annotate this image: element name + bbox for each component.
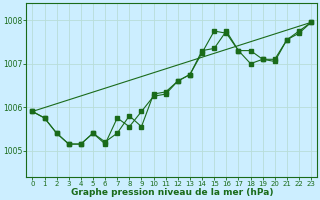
X-axis label: Graphe pression niveau de la mer (hPa): Graphe pression niveau de la mer (hPa) xyxy=(70,188,273,197)
